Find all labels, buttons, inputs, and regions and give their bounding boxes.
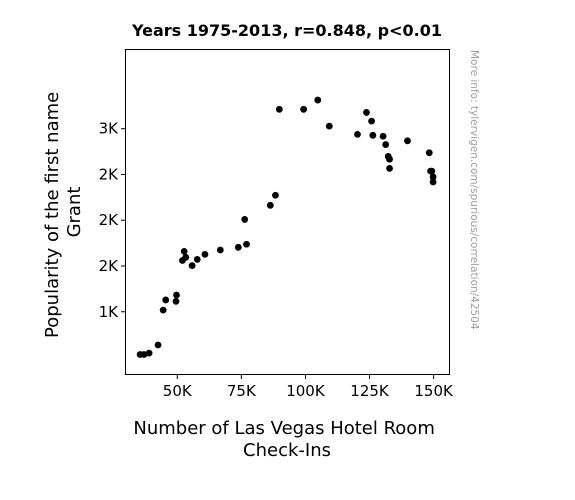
data-point <box>404 137 411 145</box>
data-point <box>428 167 436 175</box>
data-point <box>429 173 437 181</box>
data-point <box>182 253 190 261</box>
x-axis-label: Number of Las Vegas Hotel Room Check-Ins <box>133 418 440 461</box>
data-point <box>363 109 370 116</box>
data-point <box>425 149 433 157</box>
data-point <box>243 240 250 248</box>
y-axis-label-line-1: Popularity of the first name <box>42 92 63 338</box>
data-point <box>386 155 393 163</box>
data-point <box>429 178 437 186</box>
data-point <box>140 351 148 358</box>
data-point <box>266 201 274 209</box>
data-point <box>180 247 188 255</box>
data-points <box>136 96 437 358</box>
x-axis-label-line-1: Number of Las Vegas Hotel Room <box>133 418 434 439</box>
data-point <box>201 250 209 258</box>
data-point <box>234 243 242 251</box>
plot-area <box>125 49 450 375</box>
data-point <box>382 141 390 148</box>
data-point <box>241 216 249 223</box>
y-tick-label: 2K <box>99 165 120 183</box>
data-point <box>314 96 322 104</box>
data-point <box>386 164 393 172</box>
y-axis-label: Popularity of the first name Grant <box>42 86 85 338</box>
x-tick-label: 125K <box>350 382 390 400</box>
data-point <box>145 349 153 357</box>
data-point <box>193 256 201 263</box>
watermark-text: More info: tylervigen.com/spurious/corre… <box>468 50 480 330</box>
data-point <box>159 306 167 314</box>
y-tick-label: 2K <box>99 257 120 275</box>
data-point <box>275 105 283 113</box>
chart-title: Years 1975-2013, r=0.848, p<0.01 <box>131 21 442 40</box>
y-tick-label: 2K <box>99 211 120 229</box>
y-axis-label-line-2: Grant <box>64 187 85 238</box>
watermark-group: More info: tylervigen.com/spurious/corre… <box>468 50 480 330</box>
data-point <box>162 296 170 304</box>
data-point <box>325 122 333 130</box>
data-point <box>154 341 162 349</box>
data-point <box>173 291 180 299</box>
x-tick-label: 75K <box>227 382 257 400</box>
x-axis-label-line-2: Check-Ins <box>243 440 331 461</box>
x-tick-label: 100K <box>286 382 326 400</box>
x-axis-ticks: 50K 75K 100K 125K 150K <box>163 374 454 400</box>
data-point <box>300 105 308 113</box>
data-point <box>354 130 361 138</box>
x-tick-label: 50K <box>163 382 193 400</box>
data-point <box>272 191 279 199</box>
data-point <box>368 117 375 125</box>
data-point <box>379 132 387 140</box>
y-tick-label: 3K <box>99 120 120 138</box>
y-axis-ticks: 1K 2K 2K 2K 3K <box>99 120 126 321</box>
x-tick-label: 150K <box>414 382 454 400</box>
data-point <box>369 131 377 139</box>
y-axis-label-group: Popularity of the first name Grant <box>42 86 85 338</box>
y-tick-label: 1K <box>99 303 120 321</box>
data-point <box>188 262 196 270</box>
data-point <box>216 246 224 254</box>
data-point <box>172 297 180 305</box>
